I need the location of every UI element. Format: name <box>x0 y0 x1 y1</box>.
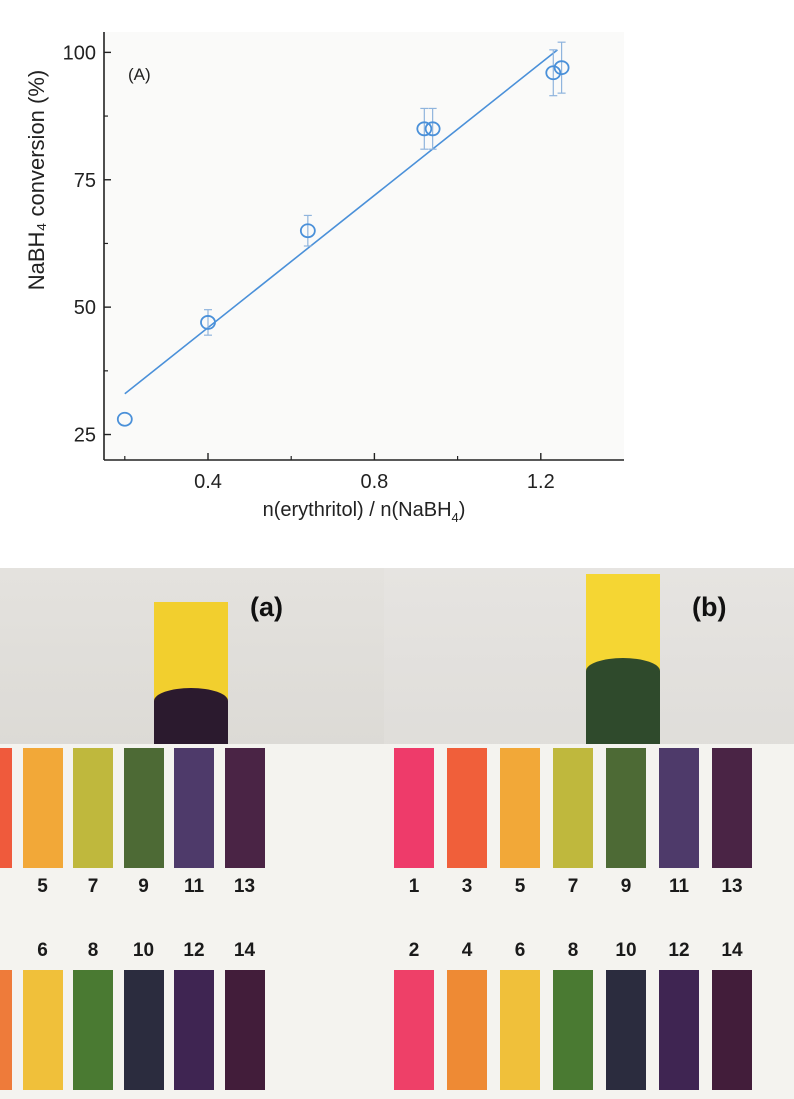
ph-swatch-bottom <box>394 970 434 1090</box>
ph-number-bottom: 14 <box>721 940 743 961</box>
ph-swatch-top <box>553 748 593 868</box>
ph-chart-card-a: 5 7 9 11 13 6 8 10 12 14 <box>0 744 384 1099</box>
y-tick-label: 75 <box>74 170 96 192</box>
x-tick-label: 0.4 <box>194 471 222 493</box>
y-tick-label: 25 <box>74 425 96 447</box>
ph-swatch-bottom <box>712 970 752 1090</box>
ph-swatch-bottom <box>224 970 265 1090</box>
ph-strip-b-wet <box>586 658 660 744</box>
ph-number-bottom: 6 <box>514 940 526 961</box>
ph-number-top: 13 <box>721 876 743 897</box>
data-point <box>299 223 316 239</box>
ph-test-photos: (a) 5 7 9 11 13 6 8 10 12 14 (b) 1 3 5 7 9 11 13 2 4 6 8 10 1… <box>0 568 794 1099</box>
ph-swatch-top <box>659 748 699 868</box>
ph-number-top: 11 <box>183 876 205 897</box>
ph-swatch-top <box>606 748 646 868</box>
conversion-chart: 25 50 75 100 0.4 0.8 1.2 (A) NaBH₄ conversion … <box>24 32 624 525</box>
ph-number-top: 5 <box>37 876 48 897</box>
ph-number-top: 13 <box>233 876 256 897</box>
data-point <box>200 315 216 330</box>
panel-label-b: (b) <box>692 592 727 622</box>
ph-number-top: 5 <box>514 876 526 897</box>
data-point <box>553 60 570 76</box>
photo-panel-b: (b) 1 3 5 7 9 11 13 2 4 6 8 10 12 14 <box>384 568 794 1099</box>
ph-swatch-top <box>22 748 63 868</box>
x-axis-label-sub: 4 <box>452 510 459 525</box>
data-point <box>424 121 441 137</box>
ph-swatch-top <box>447 748 487 868</box>
ph-swatch-bottom <box>22 970 63 1090</box>
ph-swatch-top <box>224 748 265 868</box>
ph-strip-a <box>154 602 228 752</box>
x-tick-label: 1.2 <box>527 471 555 493</box>
ph-swatch-bottom <box>123 970 164 1090</box>
ph-swatch-top <box>712 748 752 868</box>
ph-swatch-bottom <box>659 970 699 1090</box>
ph-swatch-bottom <box>447 970 487 1090</box>
ph-number-bottom: 8 <box>567 940 579 961</box>
ph-number-bottom: 8 <box>87 940 99 961</box>
ph-swatch-bottom <box>606 970 646 1090</box>
ph-number-top: 3 <box>461 876 473 897</box>
data-point <box>545 65 562 81</box>
fit-line <box>124 49 558 395</box>
ph-swatch-bottom <box>553 970 593 1090</box>
ph-number-bottom: 10 <box>132 940 155 961</box>
ph-number-bottom: 14 <box>233 940 256 961</box>
ph-swatch-top <box>394 748 434 868</box>
ph-number-bottom: 6 <box>37 940 48 961</box>
panel-label-a: (a) <box>250 592 283 622</box>
ph-number-bottom: 12 <box>668 940 690 961</box>
ph-number-top: 7 <box>87 876 99 897</box>
photo-panel-a: (a) 5 7 9 11 13 6 8 10 12 14 <box>0 568 384 1099</box>
ph-swatch-top <box>123 748 164 868</box>
ph-swatch-top <box>73 748 113 868</box>
y-axis-label: NaBH₄ conversion (%) <box>24 70 49 291</box>
ph-swatch-bottom <box>73 970 113 1090</box>
data-point <box>416 121 433 137</box>
data-point <box>116 411 133 427</box>
ph-number-bottom: 4 <box>461 940 473 961</box>
axes: 25 50 75 100 0.4 0.8 1.2 <box>63 32 624 493</box>
ph-swatch-bottom <box>0 970 12 1090</box>
ph-swatch-top <box>174 748 214 868</box>
ph-strip-b <box>586 574 660 744</box>
ph-number-bottom: 2 <box>408 940 420 961</box>
panel-label-A: (A) <box>128 65 151 84</box>
ph-swatch-bottom <box>500 970 540 1090</box>
ph-chart-card-b: 1 3 5 7 9 11 13 2 4 6 8 10 12 14 <box>384 744 794 1099</box>
ph-number-top: 7 <box>567 876 579 897</box>
x-axis-label-main: n(erythritol) / n(NaBH <box>263 499 452 521</box>
plot-background <box>104 32 624 460</box>
ph-number-bottom: 10 <box>615 940 637 961</box>
data-marks <box>116 41 570 427</box>
ph-number-top: 9 <box>620 876 632 897</box>
ph-swatch-bottom <box>174 970 214 1090</box>
ph-number-bottom: 12 <box>183 940 205 961</box>
ph-swatch-top <box>0 748 12 868</box>
x-tick-label: 0.8 <box>360 471 388 493</box>
ph-strip-a-wet <box>154 688 228 752</box>
ph-number-top: 9 <box>138 876 149 897</box>
ph-swatch-top <box>500 748 540 868</box>
x-axis-label-end: ) <box>459 499 466 521</box>
ph-number-top: 11 <box>668 876 690 897</box>
y-tick-label: 50 <box>74 297 96 319</box>
ph-number-top: 1 <box>408 876 420 897</box>
x-axis-label: n(erythritol) / n(NaBH4) <box>263 499 466 525</box>
y-tick-label: 100 <box>63 42 96 64</box>
